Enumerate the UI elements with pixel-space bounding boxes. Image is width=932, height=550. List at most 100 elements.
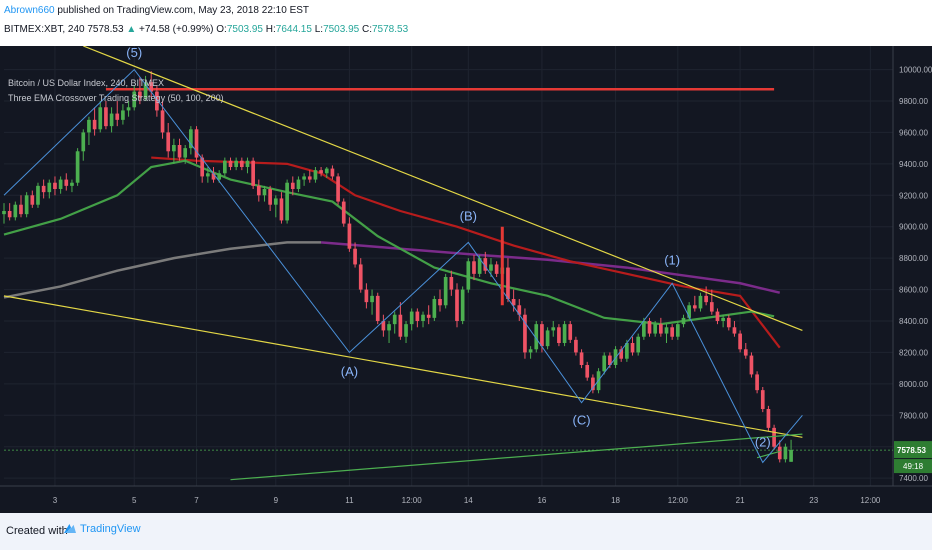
candle-body bbox=[370, 295, 374, 303]
candle-body bbox=[189, 129, 193, 149]
candle-body bbox=[138, 91, 142, 98]
author-link[interactable]: Abrown660 bbox=[4, 5, 55, 16]
candle-body bbox=[375, 295, 380, 321]
candle-body bbox=[726, 317, 731, 328]
price-tag-label: 7578.53 bbox=[897, 446, 926, 455]
candle-body bbox=[551, 327, 556, 331]
last-price: 7578.53 bbox=[87, 24, 124, 35]
candle-body bbox=[290, 182, 295, 189]
candle-body bbox=[449, 277, 454, 290]
candle-body bbox=[53, 182, 57, 189]
publish-line: Abrown660 published on TradingView.com, … bbox=[4, 5, 309, 16]
candle-body bbox=[143, 82, 148, 98]
candle-body bbox=[738, 333, 742, 350]
candle-body bbox=[528, 349, 533, 353]
price-tag-box bbox=[894, 441, 932, 459]
y-tick-label: 8200.00 bbox=[899, 348, 928, 357]
candle-body bbox=[245, 160, 250, 167]
candle-body bbox=[313, 170, 318, 180]
candle-body bbox=[47, 182, 52, 193]
candle-body bbox=[477, 258, 482, 274]
candle-body bbox=[636, 336, 641, 353]
candle-body bbox=[302, 176, 306, 180]
candle-body bbox=[704, 295, 708, 303]
ema-200-line bbox=[3, 241, 322, 299]
candle-body bbox=[273, 198, 278, 205]
countdown-box bbox=[894, 459, 932, 474]
candle-body bbox=[206, 173, 210, 177]
candle-body bbox=[409, 311, 414, 325]
candle-body bbox=[64, 179, 69, 186]
candle-body bbox=[353, 248, 357, 265]
candle-body bbox=[87, 119, 91, 133]
candle-body bbox=[760, 390, 765, 409]
tradingview-brand: TradingView bbox=[80, 523, 141, 535]
candle-body bbox=[545, 330, 550, 347]
candle-body bbox=[540, 324, 544, 347]
candle-body bbox=[625, 343, 629, 359]
candle-body bbox=[681, 317, 686, 325]
candle-body bbox=[783, 446, 788, 460]
candle-body bbox=[421, 314, 425, 321]
chart-canvas[interactable]: 7400.007600.007800.008000.008200.008400.… bbox=[0, 46, 932, 513]
candle-body bbox=[602, 355, 607, 372]
candle-body bbox=[24, 195, 29, 215]
ema-200-late-line bbox=[320, 241, 781, 294]
candle-body bbox=[387, 324, 391, 331]
published-text: published on TradingView.com, May 23, 20… bbox=[57, 5, 310, 16]
x-tick-label: 18 bbox=[611, 496, 620, 505]
chart-area[interactable]: 7400.007600.007800.008000.008200.008400.… bbox=[0, 46, 932, 513]
candle-body bbox=[381, 321, 386, 331]
candle-body bbox=[228, 160, 233, 167]
candle-body bbox=[324, 168, 329, 174]
legend-strategy: Three EMA Crossover Trading Strategy (50… bbox=[8, 93, 224, 103]
x-tick-label: 7 bbox=[194, 496, 199, 505]
candle-body bbox=[36, 185, 40, 205]
candle-body bbox=[443, 277, 448, 306]
y-tick-label: 9400.00 bbox=[899, 160, 928, 169]
candle-body bbox=[109, 113, 114, 127]
y-tick-label: 9800.00 bbox=[899, 97, 928, 106]
candle-body bbox=[732, 327, 737, 334]
candle-body bbox=[574, 339, 578, 353]
candle-body bbox=[121, 110, 125, 120]
x-tick-label: 16 bbox=[537, 496, 546, 505]
candle-body bbox=[279, 198, 284, 221]
trendline bbox=[83, 46, 803, 331]
candle-body bbox=[70, 182, 74, 186]
candle-body bbox=[698, 295, 703, 309]
candle-body bbox=[489, 264, 493, 271]
candle-body bbox=[358, 264, 363, 290]
candle-body bbox=[772, 427, 776, 447]
candle-body bbox=[568, 324, 573, 340]
candle-body bbox=[777, 446, 782, 460]
candle-body bbox=[608, 355, 612, 365]
candle-body bbox=[494, 264, 499, 274]
candle-body bbox=[460, 289, 465, 321]
candle-body bbox=[172, 145, 176, 152]
candle-body bbox=[239, 160, 244, 167]
candle-body bbox=[415, 311, 420, 321]
candle-body bbox=[296, 179, 301, 189]
candle-body bbox=[517, 305, 522, 315]
tradingview-logo[interactable]: TradingView bbox=[64, 523, 141, 535]
candle-body bbox=[670, 327, 675, 337]
candle-body bbox=[132, 91, 137, 108]
x-tick-label: 5 bbox=[132, 496, 137, 505]
candle-body bbox=[19, 204, 23, 215]
wave-label: (A) bbox=[341, 364, 358, 379]
candle-body bbox=[92, 119, 97, 130]
candle-body bbox=[591, 377, 595, 391]
y-tick-label: 9000.00 bbox=[899, 223, 928, 232]
wave-label: (1) bbox=[664, 252, 680, 267]
y-tick-label: 8400.00 bbox=[899, 317, 928, 326]
candle-body bbox=[58, 179, 63, 189]
candle-body bbox=[392, 314, 397, 325]
candle-body bbox=[721, 317, 725, 321]
candle-body bbox=[319, 170, 323, 174]
candle-body bbox=[557, 327, 561, 343]
candle-body bbox=[126, 107, 131, 111]
candle-body bbox=[472, 261, 476, 274]
candle-body bbox=[675, 324, 680, 337]
candle-body bbox=[222, 160, 227, 174]
